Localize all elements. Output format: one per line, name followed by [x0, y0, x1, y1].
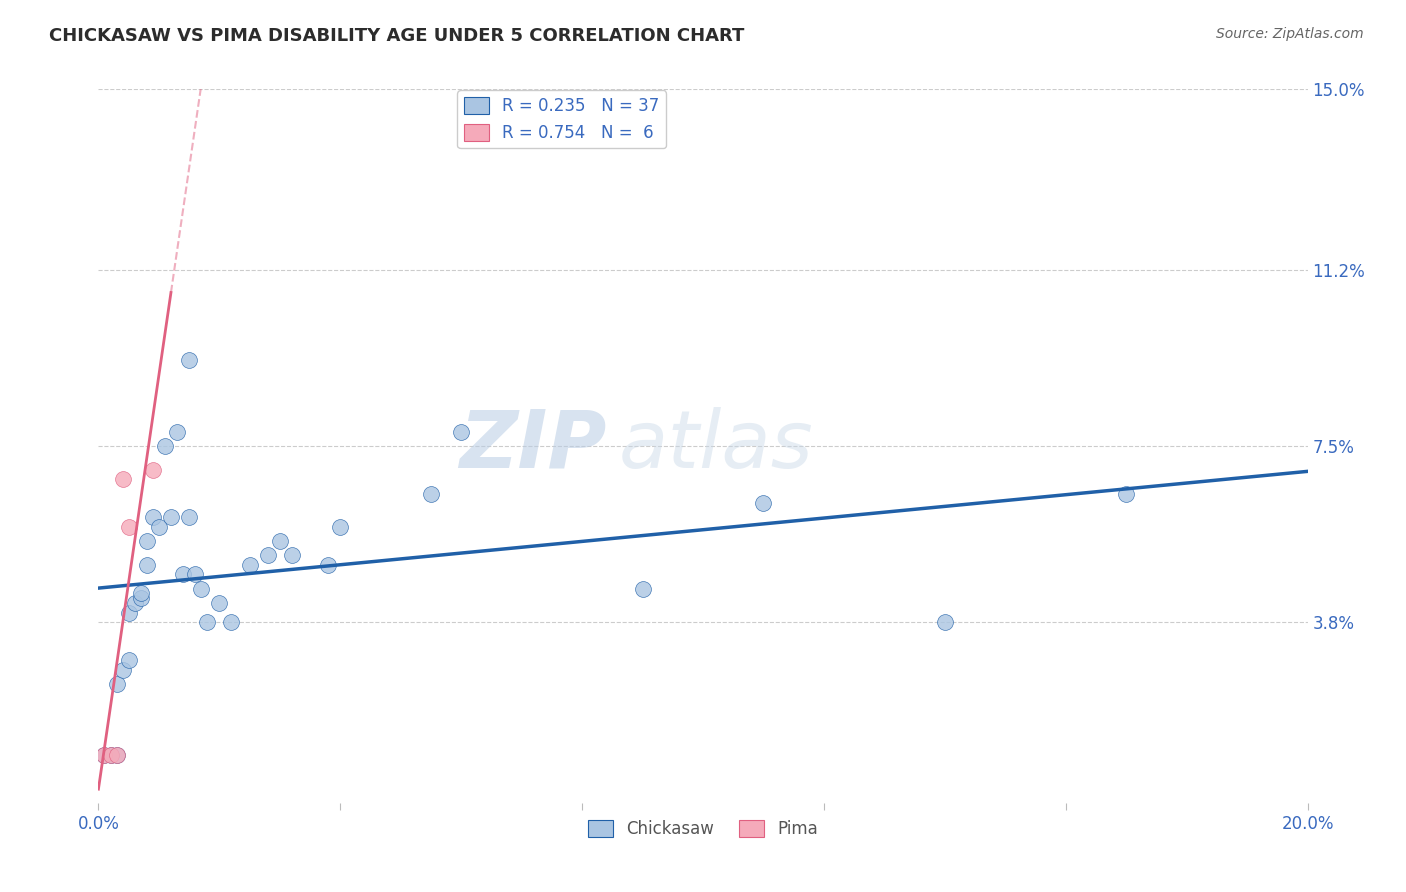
Point — [1115, 486, 1137, 500]
Point — [148, 520, 170, 534]
Point — [179, 353, 201, 368]
Point — [281, 549, 304, 563]
Text: Source: ZipAtlas.com: Source: ZipAtlas.com — [1216, 27, 1364, 41]
Point — [118, 653, 141, 667]
Point — [118, 520, 141, 534]
Point — [105, 677, 128, 691]
Point — [934, 615, 956, 629]
Point — [184, 567, 207, 582]
Point — [269, 534, 291, 549]
Point — [172, 567, 194, 582]
Point — [239, 558, 262, 572]
Point — [221, 615, 243, 629]
Point — [195, 615, 218, 629]
Point — [450, 425, 472, 439]
Point — [142, 463, 165, 477]
Text: atlas: atlas — [619, 407, 813, 485]
Point — [142, 510, 165, 524]
Point — [111, 472, 134, 486]
Point — [631, 582, 654, 596]
Point — [124, 596, 146, 610]
Point — [420, 486, 443, 500]
Point — [256, 549, 278, 563]
Point — [329, 520, 352, 534]
Point — [93, 748, 115, 763]
Point — [166, 425, 188, 439]
Point — [190, 582, 212, 596]
Point — [100, 748, 122, 763]
Point — [179, 510, 201, 524]
Text: ZIP: ZIP — [458, 407, 606, 485]
Point — [129, 586, 152, 600]
Point — [153, 439, 176, 453]
Point — [93, 748, 115, 763]
Point — [111, 663, 134, 677]
Point — [135, 534, 157, 549]
Point — [160, 510, 183, 524]
Point — [105, 748, 128, 763]
Point — [118, 606, 141, 620]
Point — [129, 591, 152, 606]
Legend: Chickasaw, Pima: Chickasaw, Pima — [581, 813, 825, 845]
Point — [208, 596, 231, 610]
Point — [100, 748, 122, 763]
Point — [105, 748, 128, 763]
Point — [752, 496, 775, 510]
Point — [135, 558, 157, 572]
Point — [316, 558, 339, 572]
Text: CHICKASAW VS PIMA DISABILITY AGE UNDER 5 CORRELATION CHART: CHICKASAW VS PIMA DISABILITY AGE UNDER 5… — [49, 27, 745, 45]
